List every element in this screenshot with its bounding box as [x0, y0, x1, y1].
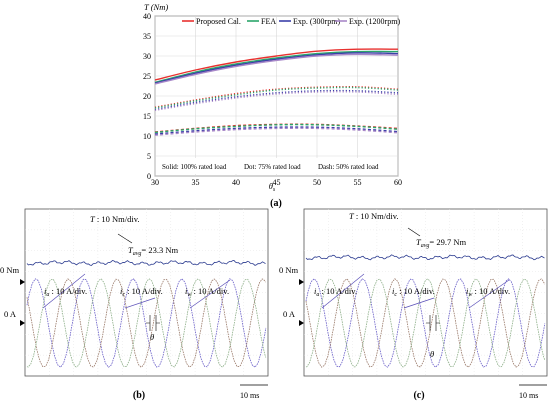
current-c-label: ic : 10 A/div. — [392, 286, 435, 298]
current-w-trace — [305, 278, 546, 368]
x-tick-label: 30 — [151, 178, 159, 187]
zero-current-marker — [20, 320, 25, 326]
current-a-trace — [305, 278, 546, 368]
panel-c-oscilloscope: T : 10 Nm/div. Tavg= 29.7 Nm 0 Nm 0 A ia… — [279, 208, 548, 401]
legend-label-exp-1200: Exp. (1200rpm) — [349, 17, 400, 26]
legend-label-exp-300: Exp. (300rpm) — [293, 17, 340, 26]
panel-b-oscilloscope: T : 10 Nm/div. Tavg= 23.3 Nm 0 Nm 0 A ia… — [0, 208, 269, 401]
torque-waveform — [26, 259, 266, 266]
current-w-label: iw : 10 A/div. — [185, 286, 229, 298]
legend-label-proposed: Proposed Cal. — [196, 17, 241, 26]
y-tick-label: 5 — [147, 152, 151, 161]
x-tick-label: 55 — [354, 178, 362, 187]
series-line-100pct-3 — [154, 53, 399, 85]
series-lines — [154, 48, 399, 136]
panel-label-c: (c) — [413, 390, 424, 401]
current-w-label: iw : 10 A/div. — [466, 286, 510, 298]
current-a-label: ia : 10 A/div. — [314, 286, 357, 298]
grid — [154, 15, 399, 177]
y-tick-label: 20 — [143, 92, 151, 101]
zero-torque-label: 0 Nm — [0, 265, 20, 275]
current-a-label: ia : 10 A/div. — [44, 286, 87, 298]
panel-label-a: (a) — [270, 198, 282, 209]
y-tick-label: 30 — [143, 52, 151, 61]
x-tick-label: 60 — [394, 178, 402, 187]
torque-waveform — [305, 254, 545, 261]
series-line-75pct-2 — [154, 89, 399, 111]
graticule — [304, 209, 547, 376]
current-label-pointer — [321, 273, 365, 309]
current-waveforms — [305, 273, 546, 368]
zero-torque-label: 0 Nm — [279, 265, 299, 275]
phase-angle-label: θ — [430, 349, 434, 359]
panel-label-b: (b) — [133, 390, 145, 401]
note-dash: Dash: 50% rated load — [318, 163, 379, 171]
note-solid: Solid: 100% rated load — [162, 163, 227, 171]
series-line-100pct-1 — [154, 50, 399, 84]
zero-current-marker — [299, 320, 304, 326]
legend: Proposed Cal. FEA Exp. (300rpm) Exp. (12… — [182, 17, 400, 26]
current-waveforms — [26, 273, 267, 368]
phase-angle-label: θ — [150, 332, 154, 342]
series-line-100pct-2 — [154, 52, 399, 84]
legend-label-fea: FEA — [261, 17, 276, 26]
series-line-100pct-0 — [154, 48, 399, 81]
current-label-pointer — [189, 279, 231, 309]
current-w-trace — [26, 278, 267, 368]
series-line-75pct-3 — [154, 91, 399, 112]
style-note-box — [158, 158, 395, 174]
x-tick-label: 35 — [192, 178, 200, 187]
y-tick-label: 10 — [143, 132, 151, 141]
zero-current-label: 0 A — [283, 309, 296, 319]
torque-scale-label: T : 10 Nm/div. — [90, 214, 140, 224]
zero-torque-marker — [20, 279, 25, 285]
current-label-pointer — [124, 297, 156, 309]
torque-scale-label: T : 10 Nm/div. — [349, 211, 399, 221]
y-tick-label: 0 — [147, 172, 151, 181]
panel-a-torque-chart: 30 35 40 45 50 55 60 0 5 10 15 20 25 30 35 40 T (Nm) θs… — [143, 2, 402, 209]
torque-average-label: Tavg= 29.7 Nm — [416, 237, 466, 249]
y-tick-label: 35 — [143, 32, 151, 41]
tick-labels: 30 35 40 45 50 55 60 0 5 10 15 20 25 30 35 40 — [143, 12, 402, 187]
torque-trace — [305, 254, 545, 261]
current-a-trace — [26, 278, 267, 368]
x-axis-label: θs — [269, 181, 276, 193]
y-tick-label: 25 — [143, 72, 151, 81]
torque-average-arrow — [117, 233, 133, 244]
time-scale-label: 10 ms — [519, 391, 538, 400]
series-line-50pct-3 — [154, 127, 399, 136]
torque-average-label: Tavg= 23.3 Nm — [128, 245, 178, 257]
current-c-label: ic : 10 A/div. — [120, 286, 163, 298]
current-label-pointer — [42, 273, 86, 309]
current-label-pointer — [403, 297, 435, 309]
y-tick-label: 15 — [143, 112, 151, 121]
time-scale-label: 10 ms — [240, 391, 259, 400]
torque-trace — [26, 259, 266, 266]
zero-torque-marker — [299, 279, 304, 285]
y-tick-label: 40 — [143, 12, 151, 21]
torque-average-arrow — [407, 227, 421, 237]
x-tick-label: 50 — [313, 178, 321, 187]
series-line-50pct-1 — [154, 123, 399, 134]
y-axis-label: T (Nm) — [144, 2, 168, 12]
current-c-trace — [305, 278, 546, 368]
zero-current-label: 0 A — [4, 309, 17, 319]
x-tick-label: 40 — [232, 178, 240, 187]
note-dot: Dot: 75% rated load — [244, 163, 301, 171]
x-tick-label: 45 — [273, 178, 281, 187]
series-line-50pct-2 — [154, 126, 399, 135]
current-c-trace — [26, 278, 267, 368]
current-label-pointer — [468, 279, 510, 309]
